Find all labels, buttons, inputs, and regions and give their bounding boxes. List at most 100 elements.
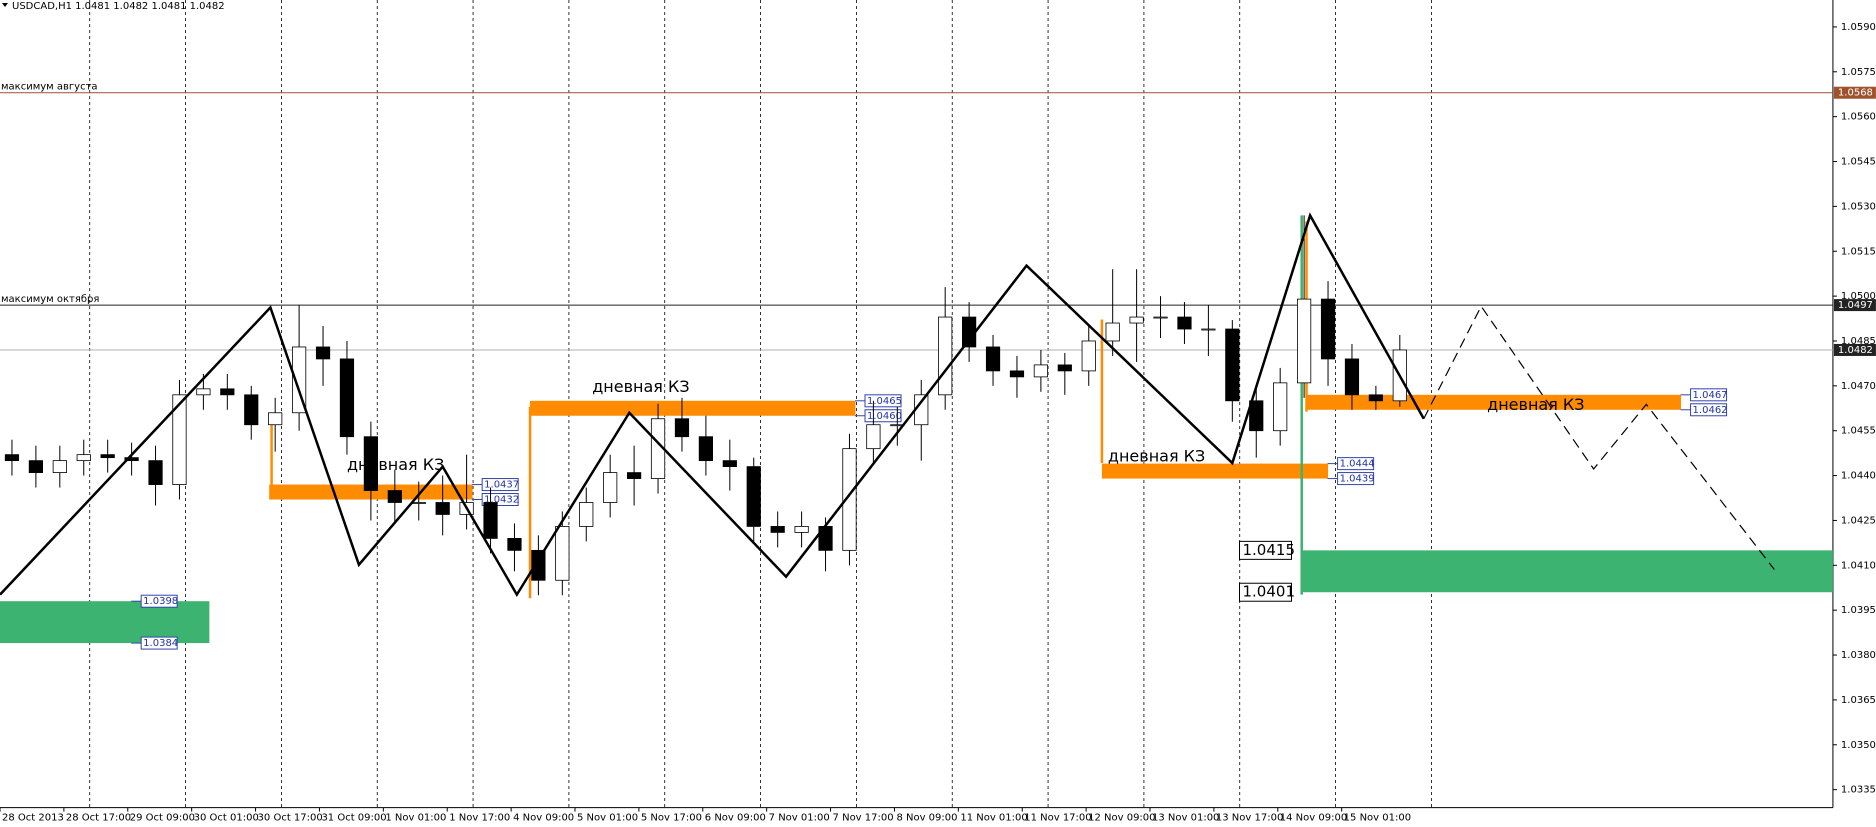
x-tick-label: 30 Oct 01:00 <box>194 813 259 824</box>
price-tag <box>864 394 902 408</box>
candle-body <box>938 316 953 396</box>
candle-body <box>1320 298 1336 360</box>
candle-body <box>411 502 426 504</box>
level-name: максимум августа <box>1 82 98 93</box>
x-tick-label: 13 Nov 17:00 <box>1216 813 1283 824</box>
y-tick-label: 1.0365 <box>1841 695 1876 706</box>
x-tick-label: 28 Oct 17:00 <box>66 813 131 824</box>
candle-body <box>794 526 809 533</box>
symbol-menu-icon[interactable] <box>2 3 8 7</box>
y-tick-label: 1.0500 <box>1841 291 1876 302</box>
y-tick-label: 1.0515 <box>1841 246 1876 257</box>
zone-label: дневная КЗ <box>1108 447 1205 466</box>
candle-body <box>1129 316 1144 324</box>
y-tick-label: 1.0440 <box>1841 471 1876 482</box>
y-tick-label: 1.0545 <box>1841 157 1876 168</box>
candle-body <box>555 526 570 581</box>
price-tag <box>1239 582 1292 602</box>
price-box-label: 1.0482 <box>1838 345 1873 356</box>
candle-body <box>1081 340 1096 372</box>
candle-body <box>531 549 546 581</box>
zone-label: дневная КЗ <box>347 455 444 474</box>
candle-body <box>842 448 857 551</box>
x-tick-label: 1 Nov 01:00 <box>385 813 446 824</box>
y-tick-label: 1.0380 <box>1841 650 1876 661</box>
candle-body <box>435 502 450 515</box>
x-tick-label: 12 Nov 09:00 <box>1088 813 1155 824</box>
zigzag-line <box>0 212 1425 598</box>
candle-body <box>172 394 187 485</box>
price-tag <box>1239 540 1292 560</box>
candle-body <box>52 460 67 473</box>
price-box <box>1833 86 1876 99</box>
price-tag-label: 1.0398 <box>143 596 178 607</box>
price-tag-label: 1.0415 <box>1243 541 1296 559</box>
candle-body <box>603 472 618 503</box>
price-box-label: 1.0497 <box>1838 300 1873 311</box>
y-tick-label: 1.0350 <box>1841 740 1876 751</box>
y-tick-label: 1.0455 <box>1841 426 1876 437</box>
candle-body <box>1368 394 1383 402</box>
candle-body <box>4 454 20 462</box>
x-tick-label: 8 Nov 09:00 <box>896 813 957 824</box>
price-tag <box>1690 388 1728 402</box>
candle-body <box>483 502 498 539</box>
y-tick-label: 1.0485 <box>1841 336 1876 347</box>
price-tag-label: 1.0462 <box>1693 405 1728 416</box>
candle-body <box>1057 364 1072 372</box>
y-tick-label: 1.0425 <box>1841 515 1876 526</box>
x-tick-label: 7 Nov 17:00 <box>833 813 894 824</box>
x-tick-label: 30 Oct 17:00 <box>258 813 323 824</box>
x-tick-label: 31 Oct 09:00 <box>321 813 386 824</box>
chart-title: USDCAD,H1 1.0481 1.0482 1.0481 1.0482 <box>12 1 225 12</box>
zone <box>1301 550 1833 593</box>
candle-body <box>674 418 690 438</box>
x-tick-label: 7 Nov 01:00 <box>769 813 830 824</box>
price-tag-label: 1.0437 <box>484 480 519 491</box>
candle-body <box>1201 328 1216 331</box>
candle-body <box>363 436 378 491</box>
zone <box>1101 463 1329 479</box>
candle-body <box>292 346 307 414</box>
price-tag-label: 1.0384 <box>143 638 178 649</box>
candle-body <box>339 358 355 438</box>
candle-body <box>627 472 642 479</box>
candle-body <box>866 424 881 450</box>
price-tag <box>864 409 902 423</box>
y-tick-label: 1.0575 <box>1841 67 1876 78</box>
price-tag-label: 1.0467 <box>1693 390 1728 401</box>
x-tick-label: 1 Nov 17:00 <box>449 813 510 824</box>
candle-body <box>124 457 139 462</box>
price-tag-label: 1.0401 <box>1243 583 1296 601</box>
candle-body <box>76 454 91 462</box>
candle-body <box>507 537 522 551</box>
price-tag-label: 1.0432 <box>484 495 519 506</box>
candle-body <box>770 526 785 533</box>
candle-body <box>1297 298 1312 384</box>
level-name: максимум октября <box>1 294 99 305</box>
candle-body <box>722 460 737 468</box>
price-box <box>1833 343 1876 356</box>
candle-body <box>1344 358 1360 396</box>
y-tick-label: 1.0470 <box>1841 381 1876 392</box>
zone <box>530 400 856 416</box>
y-tick-label: 1.0395 <box>1841 605 1876 616</box>
candle-body <box>1033 364 1048 378</box>
x-tick-label: 6 Nov 09:00 <box>705 813 766 824</box>
zone <box>0 601 210 644</box>
candle-body <box>579 502 594 527</box>
zone-label: дневная КЗ <box>592 377 689 396</box>
price-box-label: 1.0568 <box>1838 88 1873 99</box>
x-tick-label: 14 Nov 09:00 <box>1280 813 1347 824</box>
candle-body <box>1225 328 1240 402</box>
x-tick-label: 5 Nov 01:00 <box>577 813 638 824</box>
candle-body <box>220 388 235 396</box>
x-tick-label: 11 Nov 01:00 <box>960 813 1027 824</box>
price-tag <box>140 636 178 650</box>
y-tick-label: 1.0335 <box>1841 785 1876 796</box>
candle-body <box>196 388 211 396</box>
